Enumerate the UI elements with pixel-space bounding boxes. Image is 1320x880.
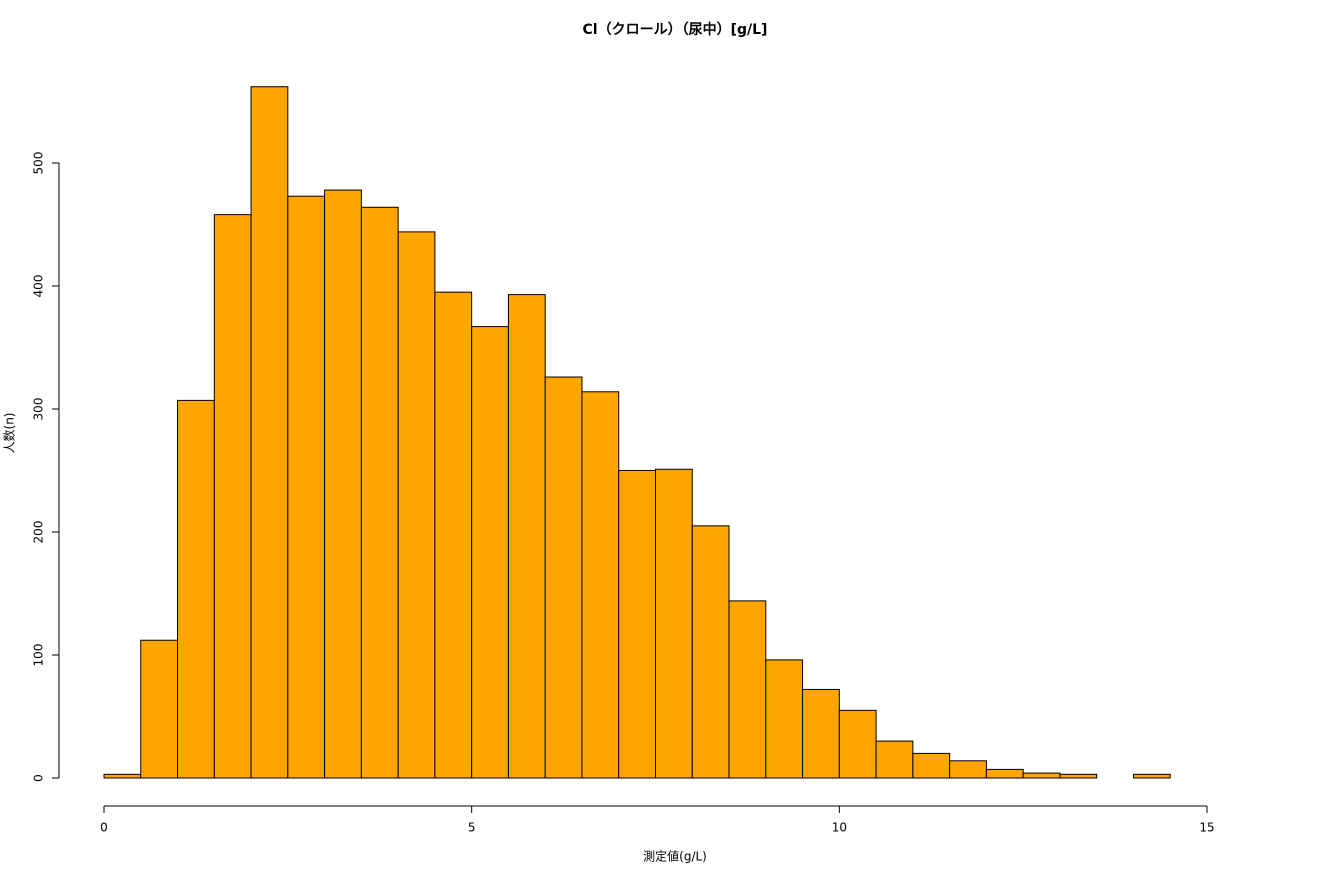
bar: [655, 468, 693, 779]
bar: [1059, 773, 1098, 779]
bar: [434, 291, 473, 779]
bar: [324, 189, 362, 779]
bar: [544, 376, 583, 779]
y-tick-label: 100: [32, 644, 46, 667]
y-tick-label: 400: [32, 275, 46, 298]
y-tick-label: 0: [32, 774, 46, 782]
bar: [802, 688, 840, 779]
bar: [250, 86, 289, 779]
bar: [507, 294, 546, 779]
bar: [103, 773, 142, 779]
bar: [985, 768, 1024, 779]
x-tick-label: 5: [468, 821, 476, 835]
y-axis-label: 人数(n): [2, 413, 17, 454]
bar: [360, 206, 399, 779]
bar: [213, 214, 252, 779]
bar: [581, 391, 620, 779]
bar: [912, 752, 951, 779]
bar: [838, 709, 877, 779]
y-tick-label: 500: [32, 152, 46, 175]
bar: [618, 470, 657, 779]
bar: [949, 760, 987, 779]
x-axis-label: 測定値(g/L): [643, 849, 707, 864]
bar: [287, 195, 326, 779]
bar: [691, 525, 730, 779]
bar: [765, 659, 804, 779]
bar: [397, 231, 436, 779]
bar: [471, 326, 509, 779]
y-tick-label: 200: [32, 521, 46, 544]
x-tick-label: 10: [832, 821, 847, 835]
x-tick-label: 0: [100, 821, 108, 835]
bar: [1022, 772, 1061, 779]
chart-title: Cl（クロール）（尿中）[g/L]: [583, 21, 768, 38]
bar: [177, 399, 215, 779]
bar: [1132, 773, 1171, 779]
bar: [875, 740, 914, 779]
bar: [140, 639, 179, 779]
bar: [728, 600, 767, 779]
x-tick-label: 15: [1199, 821, 1214, 835]
y-tick-label: 300: [32, 398, 46, 421]
